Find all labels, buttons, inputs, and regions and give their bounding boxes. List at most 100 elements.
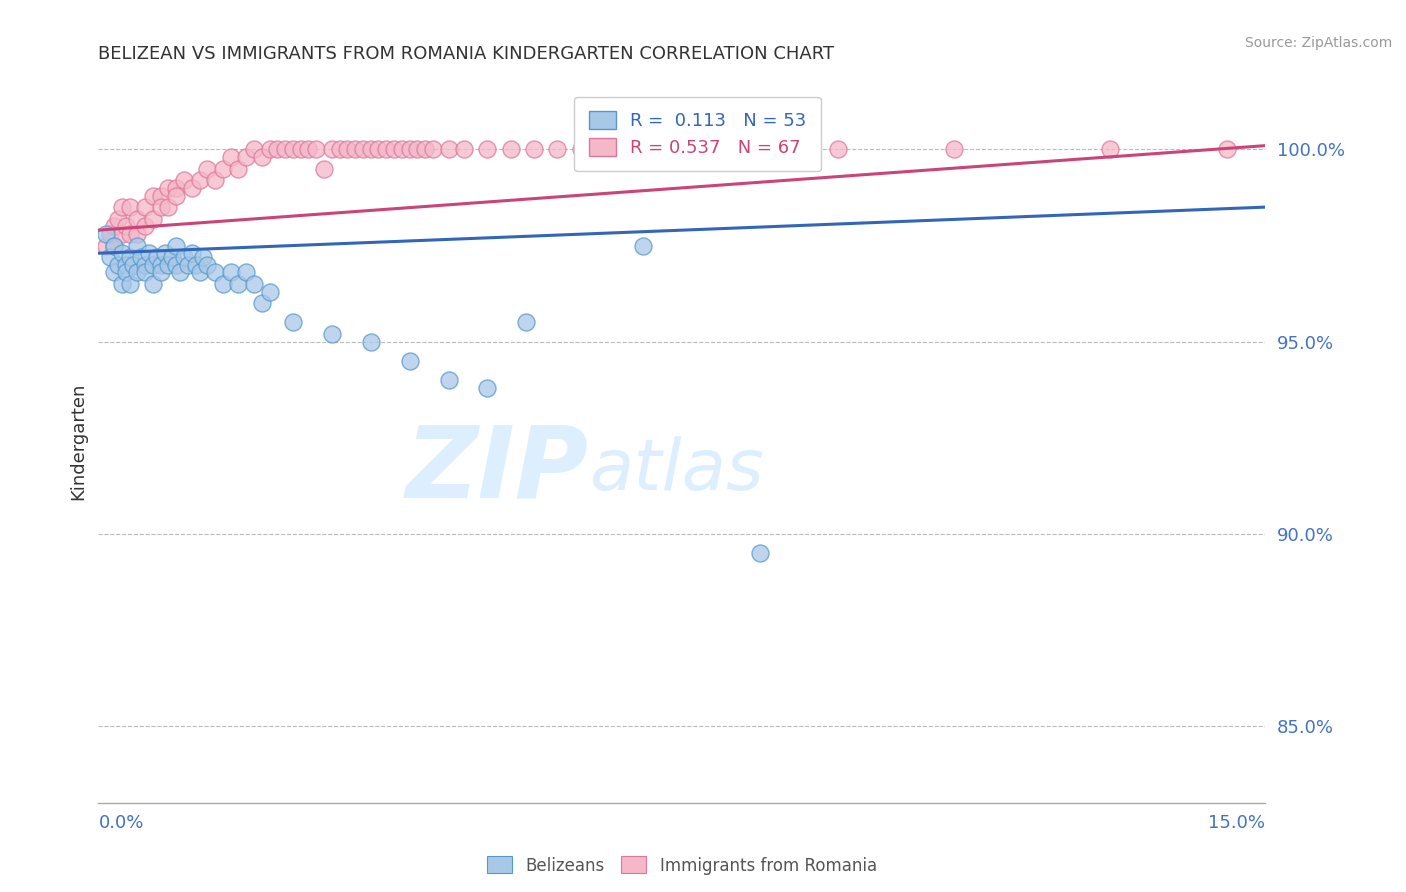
Point [219,265,242,279]
Point [398,143,420,157]
Point [111,277,134,291]
Point [114,219,136,234]
Point [281,143,304,157]
Point [212,161,235,176]
Y-axis label: Kindergarten: Kindergarten [69,383,87,500]
Point [107,258,129,272]
Point [98,227,121,241]
Point [195,258,218,272]
Point [153,246,176,260]
Point [114,265,136,279]
Point [111,246,134,260]
Point [569,143,592,157]
Point [546,143,568,157]
Point [398,354,420,368]
Point [748,546,770,560]
Point [103,238,125,252]
Point [96,227,118,241]
Point [219,150,242,164]
Point [118,200,141,214]
Point [515,315,537,329]
Point [312,161,335,176]
Point [107,211,129,226]
Point [118,250,141,264]
Point [204,265,226,279]
Point [142,188,165,202]
Point [122,258,145,272]
Point [477,143,499,157]
Point [297,143,319,157]
Point [250,150,273,164]
Point [631,238,654,252]
Point [453,143,475,157]
Point [250,296,273,310]
Point [406,143,429,157]
Point [165,238,187,252]
Point [228,277,250,291]
Point [212,277,235,291]
Point [180,181,202,195]
Text: atlas: atlas [589,436,763,505]
Point [142,258,165,272]
Point [382,143,405,157]
Point [321,326,343,341]
Point [281,315,304,329]
Point [127,238,149,252]
Point [710,143,733,157]
Point [157,181,180,195]
Point [134,258,156,272]
Point [204,173,226,187]
Point [142,277,165,291]
Point [149,258,172,272]
Point [499,143,522,157]
Point [173,250,195,264]
Point [157,258,180,272]
Point [375,143,398,157]
Point [188,173,211,187]
Point [184,258,207,272]
Point [157,200,180,214]
Text: 0.0%: 0.0% [98,814,143,832]
Point [149,188,172,202]
Point [1215,143,1237,157]
Text: 15.0%: 15.0% [1208,814,1265,832]
Point [103,219,125,234]
Point [336,143,359,157]
Point [146,250,169,264]
Point [391,143,413,157]
Point [321,143,343,157]
Point [943,143,966,157]
Point [243,143,266,157]
Point [180,246,202,260]
Point [413,143,436,157]
Point [1098,143,1121,157]
Point [118,277,141,291]
Point [344,143,367,157]
Point [142,211,165,226]
Text: ZIP: ZIP [405,422,589,519]
Point [360,143,382,157]
Point [188,265,211,279]
Point [162,250,184,264]
Point [329,143,352,157]
Point [235,265,257,279]
Point [118,227,141,241]
Point [422,143,444,157]
Text: BELIZEAN VS IMMIGRANTS FROM ROMANIA KINDERGARTEN CORRELATION CHART: BELIZEAN VS IMMIGRANTS FROM ROMANIA KIND… [98,45,835,63]
Point [360,334,382,349]
Point [111,227,134,241]
Point [437,143,460,157]
Point [127,227,149,241]
Point [149,265,172,279]
Point [103,238,125,252]
Point [290,143,312,157]
Point [127,211,149,226]
Point [274,143,297,157]
Point [165,188,187,202]
Point [165,181,187,195]
Point [235,150,257,164]
Point [352,143,374,157]
Point [98,250,121,264]
Point [477,381,499,395]
Point [243,277,266,291]
